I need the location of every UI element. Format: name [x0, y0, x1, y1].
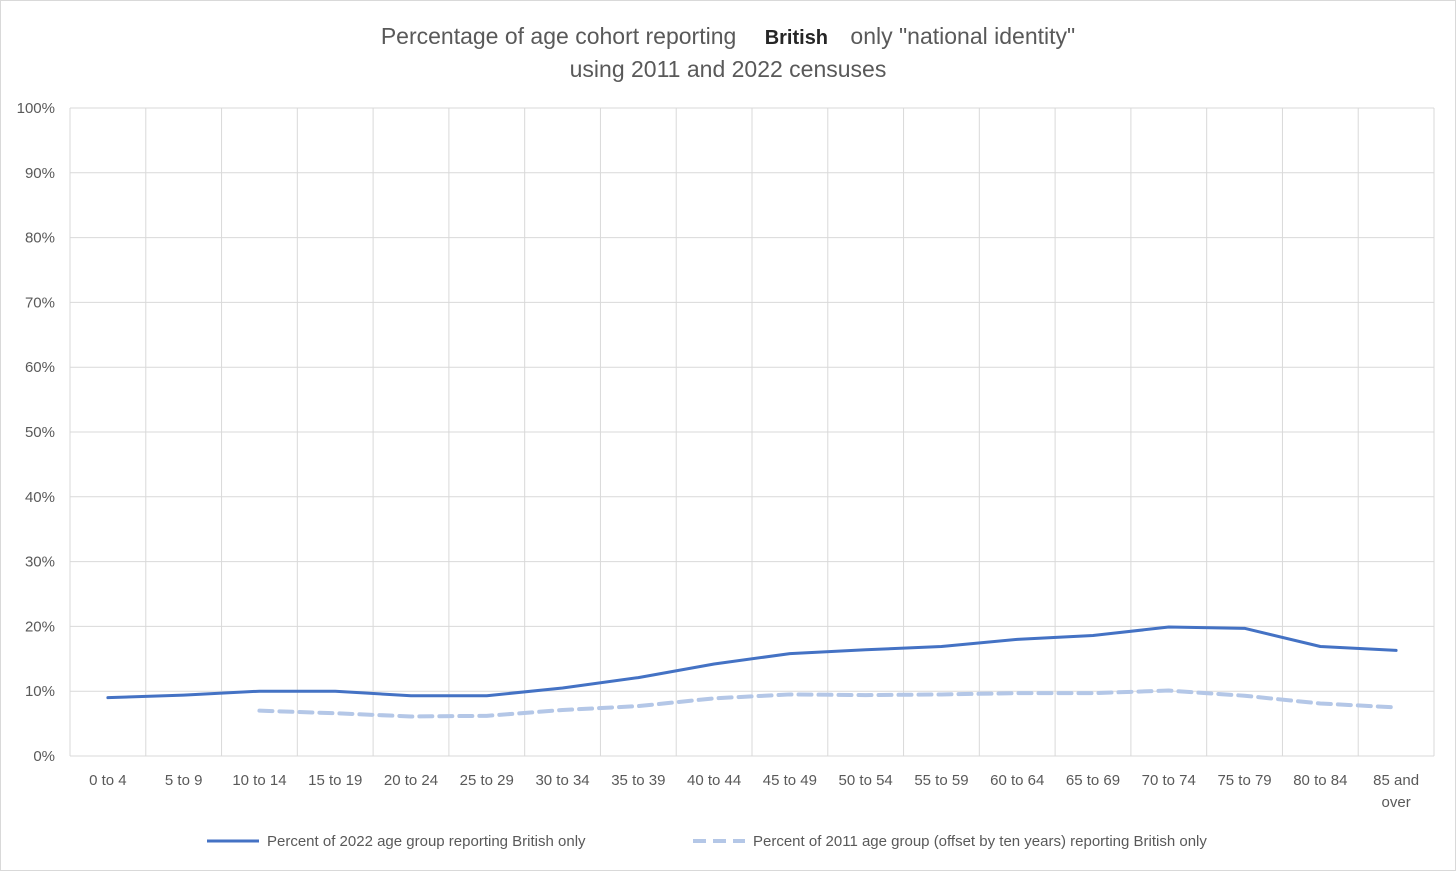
legend: Percent of 2022 age group reporting Brit…	[207, 833, 1207, 850]
x-tick-label: 10 to 14	[232, 772, 286, 789]
y-tick-label: 20%	[25, 618, 55, 635]
series-line-2022	[106, 625, 1398, 700]
x-tick-label: 70 to 74	[1142, 772, 1196, 789]
y-tick-label: 10%	[25, 683, 55, 700]
y-tick-label: 70%	[25, 294, 55, 311]
y-tick-label: 80%	[25, 230, 55, 247]
y-axis-ticks: 0% 10% 20% 30% 40% 50% 60% 70% 80% 90% 100%	[17, 100, 55, 765]
x-tick-label: 60 to 64	[990, 772, 1044, 789]
y-tick-label: 50%	[25, 424, 55, 441]
x-tick-label: 35 to 39	[611, 772, 665, 789]
y-tick-label: 0%	[33, 748, 55, 765]
grid	[69, 107, 1435, 757]
x-tick-label: 50 to 54	[839, 772, 893, 789]
x-tick-label: 40 to 44	[687, 772, 741, 789]
x-tick-label: 25 to 29	[460, 772, 514, 789]
y-tick-label: 100%	[17, 100, 55, 117]
series-lines	[106, 625, 1399, 719]
x-tick-label: 85 and over	[1373, 772, 1419, 811]
legend-label-2022: Percent of 2022 age group reporting Brit…	[267, 833, 586, 850]
x-tick-label: 15 to 19	[308, 772, 362, 789]
chart-title-part-3: only "national identity"	[850, 23, 1075, 49]
y-tick-label: 30%	[25, 554, 55, 571]
y-tick-label: 60%	[25, 359, 55, 376]
x-tick-label: 65 to 69	[1066, 772, 1120, 789]
y-tick-label: 40%	[25, 489, 55, 506]
x-tick-label: 75 to 79	[1217, 772, 1271, 789]
x-tick-label: 45 to 49	[763, 772, 817, 789]
y-tick-label: 90%	[25, 165, 55, 182]
x-tick-label: 20 to 24	[384, 772, 438, 789]
chart-title: Percentage of age cohort reporting Briti…	[381, 23, 1075, 49]
legend-label-2011: Percent of 2011 age group (offset by ten…	[753, 833, 1207, 850]
x-tick-label: 0 to 4	[89, 772, 127, 789]
x-tick-label: 30 to 34	[535, 772, 589, 789]
x-tick-label: 80 to 84	[1293, 772, 1347, 789]
chart-subtitle: using 2011 and 2022 censuses	[570, 56, 887, 82]
series-line-2011	[257, 688, 1399, 719]
x-tick-label: 55 to 59	[914, 772, 968, 789]
legend-item-2022: Percent of 2022 age group reporting Brit…	[207, 833, 586, 850]
chart-title-part-2: British	[765, 27, 828, 49]
x-axis-ticks: 0 to 4 5 to 9 10 to 14 15 to 19 20 to 24 25 t…	[89, 772, 1419, 811]
chart-title-part-1: Percentage of age cohort reporting	[381, 23, 736, 49]
legend-item-2011: Percent of 2011 age group (offset by ten…	[693, 833, 1207, 850]
x-tick-label: 5 to 9	[165, 772, 203, 789]
